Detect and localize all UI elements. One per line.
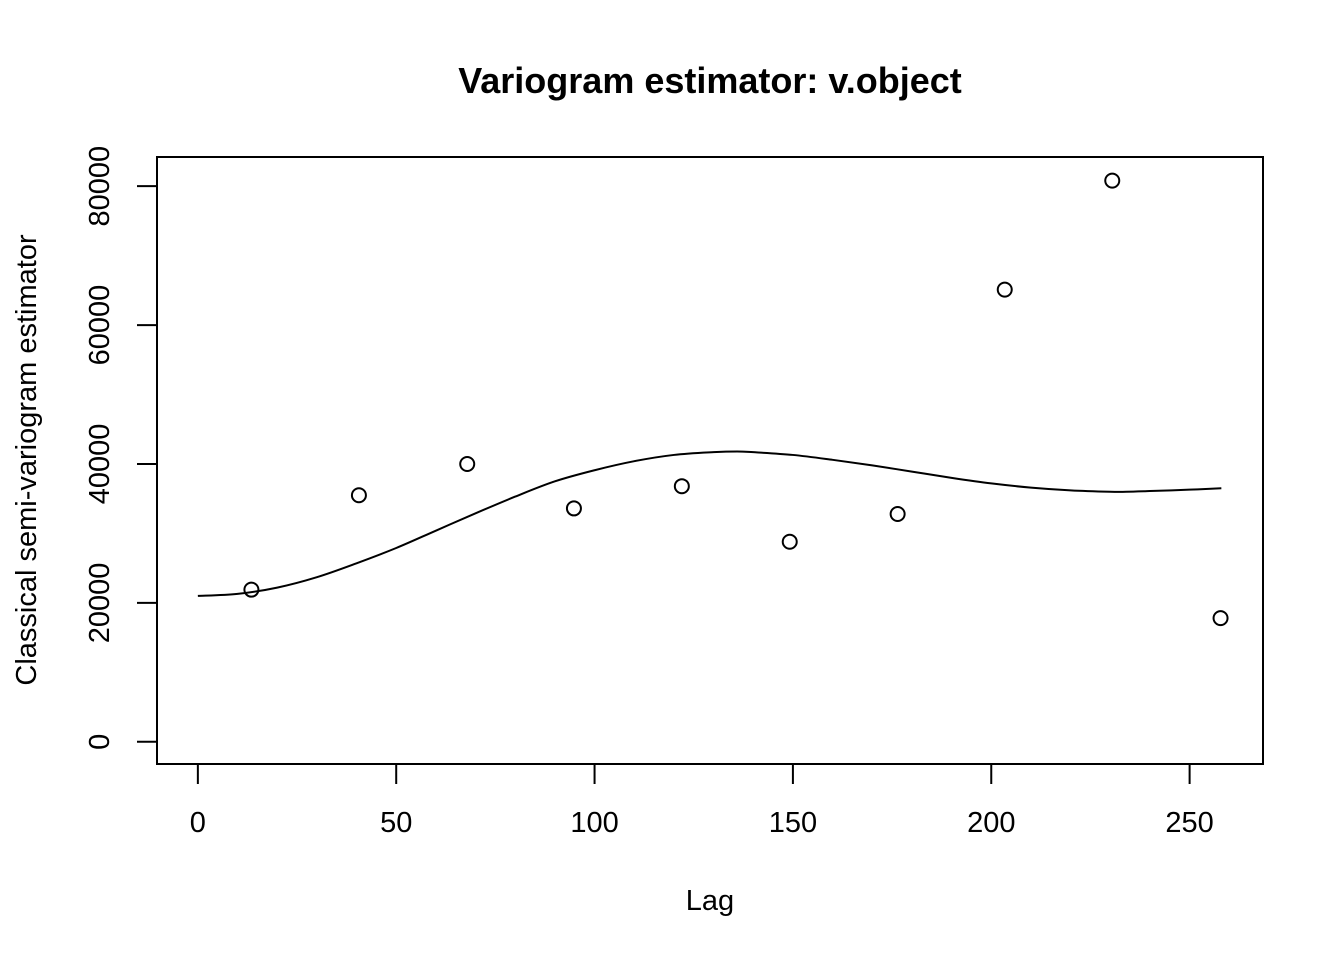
data-point	[350, 487, 367, 504]
data-point	[565, 500, 582, 517]
x-axis-label: Lag	[686, 885, 734, 917]
y-axis-label: Classical semi-variogram estimator	[11, 234, 43, 686]
fitted-variogram-curve	[197, 450, 1222, 597]
y-tick-label: 20000	[84, 563, 116, 644]
x-tick-label: 150	[769, 807, 817, 839]
y-tick-label: 60000	[84, 285, 116, 366]
data-point	[243, 581, 260, 598]
data-point	[889, 505, 906, 522]
y-axis: 0 20000 40000 60000 80000	[84, 146, 158, 750]
data-point	[673, 478, 690, 495]
data-point	[459, 455, 476, 472]
x-tick-label: 200	[967, 807, 1015, 839]
y-tick-label: 0	[84, 734, 116, 750]
empirical-points	[243, 172, 1229, 627]
plot-frame	[156, 156, 1264, 765]
x-tick-label: 250	[1165, 807, 1213, 839]
data-point	[1212, 610, 1229, 627]
x-tick-label: 100	[570, 807, 618, 839]
y-tick-label: 80000	[84, 146, 116, 227]
chart-title: Variogram estimator: v.object	[458, 60, 962, 101]
x-axis: 0 50 100 150 200 250	[190, 763, 1214, 839]
y-tick-label: 40000	[84, 424, 116, 505]
data-point	[1104, 172, 1121, 189]
data-point	[781, 533, 798, 550]
x-tick-label: 50	[380, 807, 412, 839]
data-point	[996, 281, 1013, 298]
x-tick-label: 0	[190, 807, 206, 839]
